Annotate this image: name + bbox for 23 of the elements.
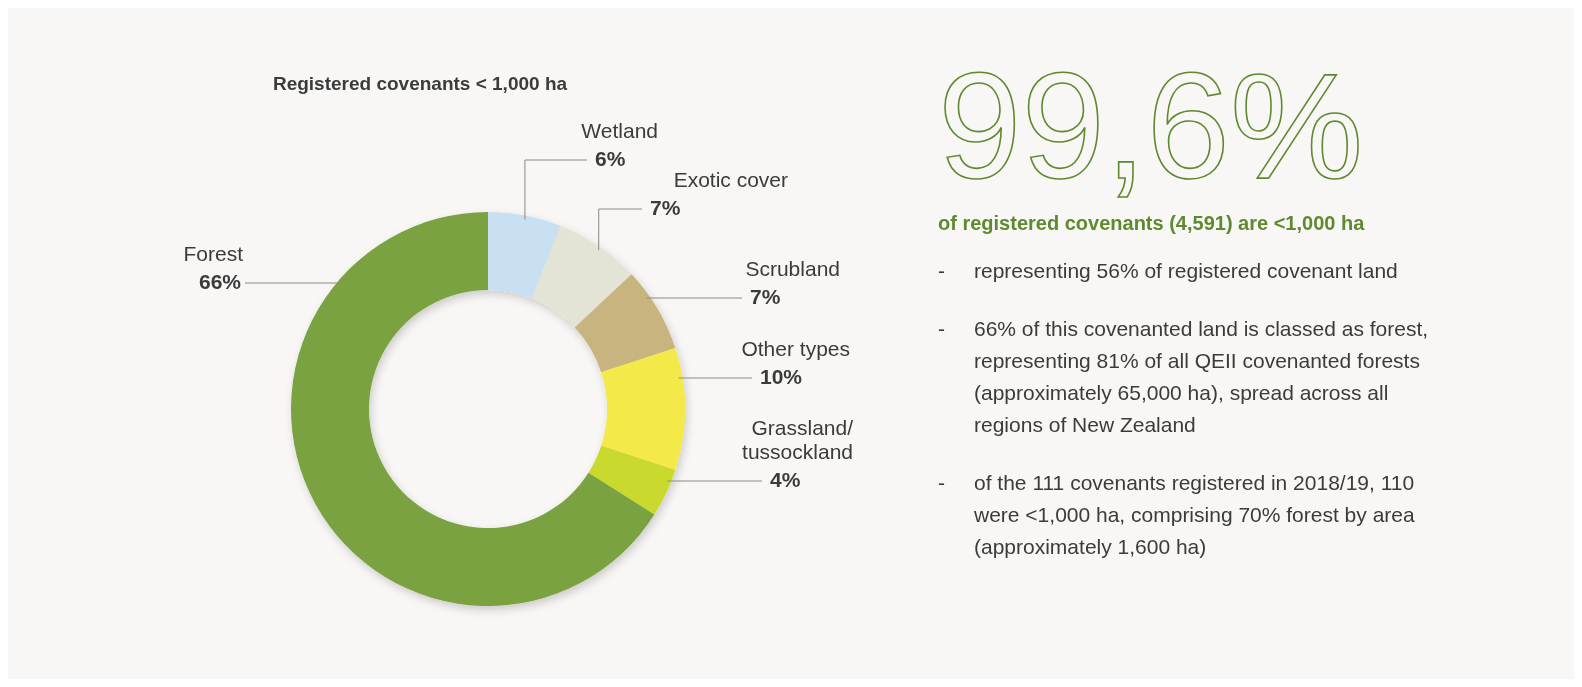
slice-label: Wetland [581, 119, 658, 142]
data-label: 66% [198, 270, 242, 293]
donut-slice [531, 225, 632, 328]
slice-label: Exotic cover [673, 168, 788, 191]
text: - representing 56% of registered covenant land [938, 259, 1398, 282]
slice-label: Scrubland [745, 257, 840, 280]
text: - of the 111 covenants registered in 2018/19, 110 were <1,000 ha, comprising 70% forest by area (approximately 1,600 ha) [938, 471, 1415, 558]
text: 99,6% [938, 42, 1364, 210]
chart-title: Registered covenants < 1,000 ha [272, 73, 568, 94]
slice-label: Forest [183, 242, 244, 265]
data-label: 4% [770, 468, 801, 491]
slice-label: Other types [741, 337, 850, 360]
data-label: 6% [595, 147, 626, 170]
data-label: 7% [650, 196, 681, 219]
donut-slice [488, 212, 561, 299]
donut-slice [601, 348, 685, 470]
donut-slice [574, 274, 676, 373]
data-label: 10% [760, 365, 803, 388]
text: of registered covenants (4,591) are <1,000 ha [938, 212, 1366, 234]
slice-label: Grassland/ tussockland [742, 416, 854, 463]
data-label: 7% [750, 285, 781, 308]
text: - 66% of this covenanted land is classed as forest, representing 81% of all QEII covenanted forests (approximately 65,000 ha), spread across all regions of New Zealand [938, 317, 1429, 436]
donut-slice [588, 445, 676, 515]
